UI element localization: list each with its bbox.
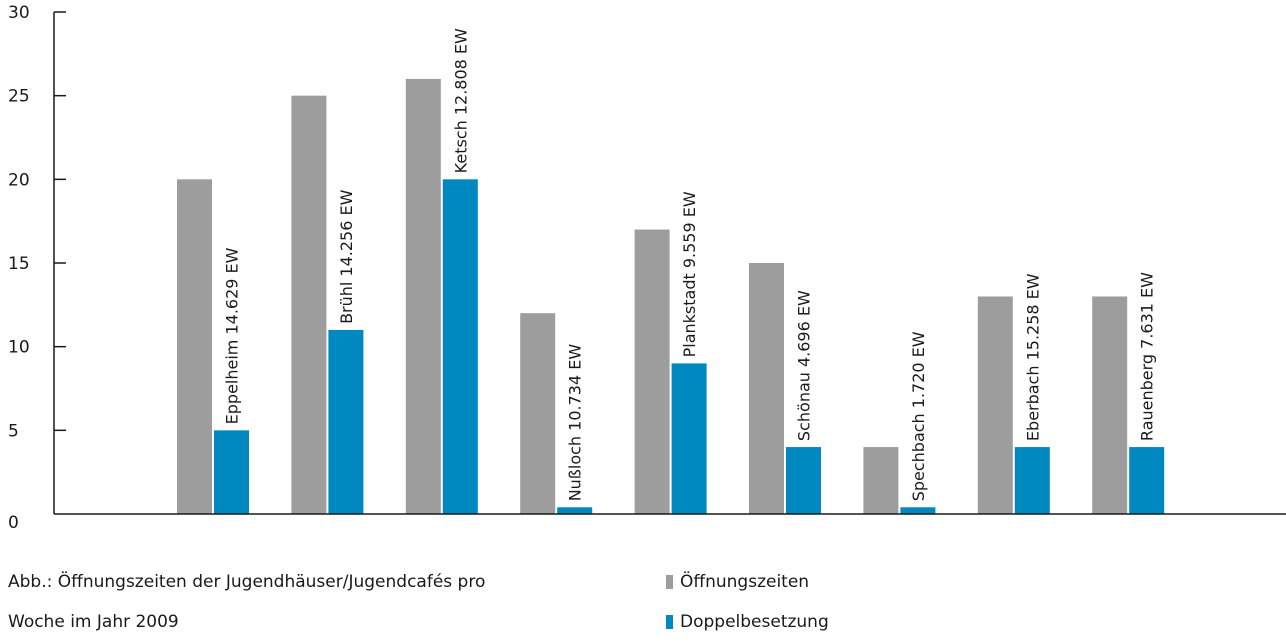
y-tick-label: 0 — [8, 513, 19, 533]
bar-doppelbesetzung — [1129, 447, 1165, 514]
y-tick-label: 20 — [8, 170, 30, 190]
bar-doppelbesetzung — [900, 507, 936, 514]
category-label: Spechbach 1.720 EW — [909, 331, 928, 501]
bar-oeffnungszeiten — [405, 78, 441, 514]
bar-doppelbesetzung — [786, 447, 821, 514]
bar-oeffnungszeiten — [634, 229, 670, 515]
legend: Öffnungszeiten Doppelbesetzung — [666, 562, 829, 642]
bars — [177, 78, 1165, 515]
category-labels: Eppelheim 14.629 EW Brühl 14.256 EW Ketsch… — [223, 28, 1157, 501]
bar-oeffnungszeiten — [863, 447, 899, 514]
category-label: Rauenberg 7.631 EW — [1138, 272, 1157, 441]
bar-doppelbesetzung — [671, 363, 707, 514]
bar-oeffnungszeiten — [749, 263, 784, 514]
bar-doppelbesetzung — [214, 430, 249, 514]
category-label: Nußloch 10.734 EW — [566, 344, 585, 502]
bar-oeffnungszeiten — [1092, 296, 1128, 514]
figure-caption: Abb.: Öffnungszeiten der Jugendhäuser/Ju… — [8, 562, 485, 642]
y-tick-label: 15 — [8, 254, 30, 274]
bar-oeffnungszeiten — [291, 95, 327, 515]
category-label: Ketsch 12.808 EW — [451, 28, 470, 173]
category-label: Plankstadt 9.559 EW — [680, 191, 699, 357]
legend-label-double: Doppelbesetzung — [680, 612, 829, 632]
legend-swatch-double — [666, 615, 673, 629]
category-label: Schönau 4.696 EW — [795, 290, 814, 441]
bar-oeffnungszeiten — [177, 179, 212, 515]
bar-doppelbesetzung — [328, 329, 364, 514]
legend-item-open: Öffnungszeiten — [666, 562, 829, 602]
bar-oeffnungszeiten — [520, 313, 556, 514]
category-label: Eppelheim 14.629 EW — [223, 247, 242, 424]
legend-item-double: Doppelbesetzung — [666, 602, 829, 642]
bar-doppelbesetzung — [442, 179, 478, 515]
bar-chart: 0 5 10 15 20 25 30 Eppelheim 14.629 EW Brühl 14… — [8, 3, 1286, 533]
bar-doppelbesetzung — [1014, 447, 1050, 514]
legend-label-open: Öffnungszeiten — [680, 572, 810, 592]
caption-line-1: Abb.: Öffnungszeiten der Jugendhäuser/Ju… — [8, 572, 486, 592]
y-axis-ticks: 0 5 10 15 20 25 30 — [8, 3, 66, 533]
bar-doppelbesetzung — [557, 507, 593, 514]
bar-oeffnungszeiten — [977, 296, 1013, 514]
legend-swatch-open — [666, 575, 673, 589]
caption-line-2: Woche im Jahr 2009 — [8, 612, 179, 632]
y-tick-label: 5 — [8, 421, 19, 441]
y-tick-label: 30 — [8, 3, 30, 23]
category-label: Brühl 14.256 EW — [337, 189, 356, 324]
y-tick-label: 10 — [8, 338, 30, 358]
category-label: Eberbach 15.258 EW — [1023, 273, 1042, 441]
y-tick-label: 25 — [8, 87, 30, 107]
